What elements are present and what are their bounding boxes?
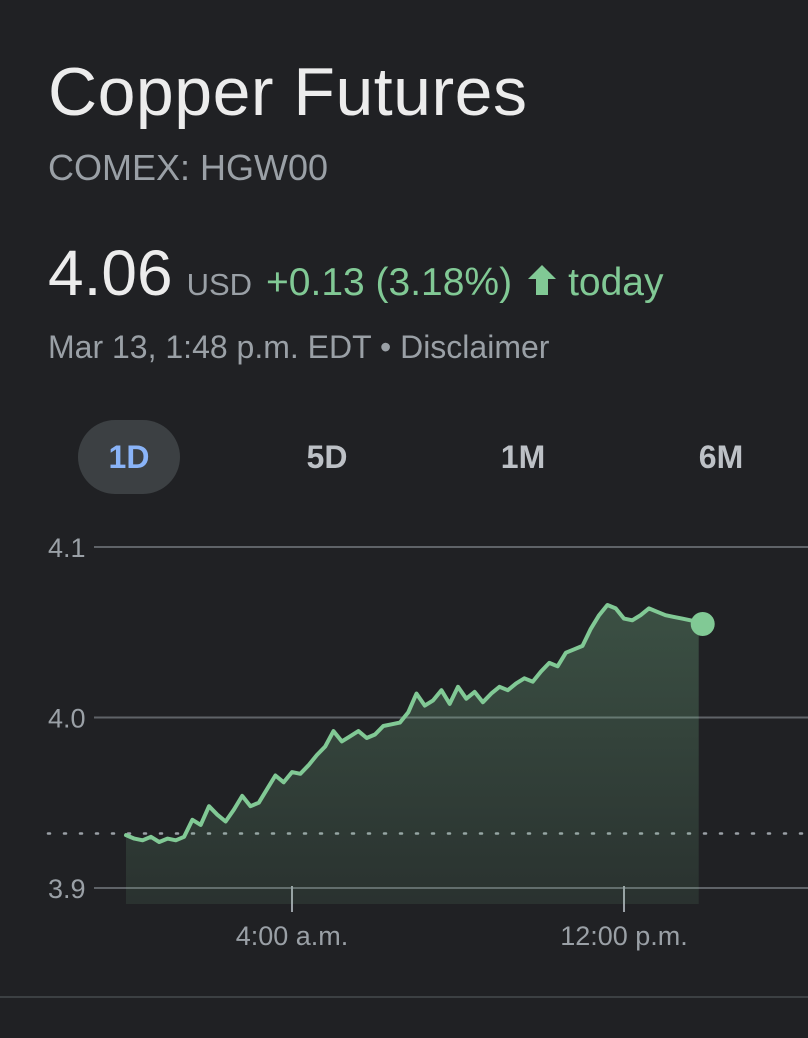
y-tick-label: 4.0 bbox=[48, 704, 86, 734]
tab-1m[interactable]: 1M bbox=[500, 439, 546, 475]
period-label: today bbox=[568, 261, 664, 304]
tab-5d[interactable]: 5D bbox=[306, 439, 348, 475]
y-tick-label: 4.1 bbox=[48, 533, 86, 563]
page-title: Copper Futures bbox=[48, 54, 528, 130]
separator-dot: • bbox=[379, 329, 392, 365]
x-tick-label: 12:00 p.m. bbox=[560, 921, 688, 951]
x-tick-label: 4:00 a.m. bbox=[236, 921, 349, 951]
series-line bbox=[124, 603, 701, 844]
current-point-marker bbox=[690, 612, 715, 637]
y-tick-label: 3.9 bbox=[48, 874, 86, 904]
currency-label: USD bbox=[186, 267, 253, 302]
price-row: 4.06 USD +0.13 (3.18%) today bbox=[48, 238, 664, 308]
price-change: +0.13 (3.18%) bbox=[266, 261, 513, 304]
price-chart[interactable]: 4.1 4.0 3.9 4:00 a.m. 12:00 p.m. bbox=[0, 520, 808, 960]
current-price: 4.06 bbox=[48, 237, 173, 309]
range-tabs: 1D 5D 1M 6M bbox=[0, 420, 808, 494]
tab-6m[interactable]: 6M bbox=[698, 439, 744, 475]
timestamp-row: Mar 13, 1:48 p.m. EDT • Disclaimer bbox=[48, 327, 549, 367]
quote-timestamp: Mar 13, 1:48 p.m. EDT bbox=[48, 329, 372, 365]
tab-1d[interactable]: 1D bbox=[78, 420, 180, 494]
bottom-divider bbox=[0, 996, 808, 998]
series-area bbox=[126, 605, 699, 904]
ticker-label: COMEX: HGW00 bbox=[48, 147, 329, 188]
disclaimer-link[interactable]: Disclaimer bbox=[400, 329, 550, 365]
arrow-up-icon bbox=[524, 263, 560, 297]
